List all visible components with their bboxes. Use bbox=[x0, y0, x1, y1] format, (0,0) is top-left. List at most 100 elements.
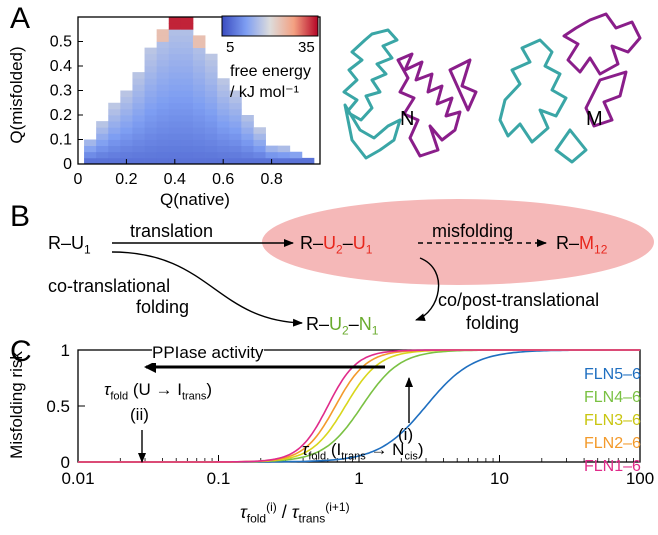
heatmap-cell bbox=[241, 151, 254, 159]
heatmap-cell bbox=[168, 151, 182, 159]
heatmap-cell bbox=[192, 72, 206, 79]
m-label: M bbox=[579, 233, 595, 253]
heatmap-cell bbox=[156, 35, 170, 42]
heatmap-cell bbox=[156, 72, 170, 79]
heatmap-cell bbox=[108, 157, 121, 165]
heatmap-cell bbox=[144, 72, 158, 79]
heatmap-cell bbox=[253, 151, 266, 159]
heatmap-cell bbox=[205, 145, 218, 153]
misfolding-label: misfolding bbox=[432, 221, 514, 241]
heatmap-cell bbox=[120, 121, 133, 128]
heatmap-cell bbox=[192, 139, 206, 147]
heatmap-cell bbox=[180, 35, 194, 42]
heatmap-cell bbox=[168, 66, 182, 73]
heatmap-cell bbox=[168, 121, 182, 128]
tau-i-label: τfold (Itrans → Ncis) bbox=[302, 440, 424, 463]
heatmap-cell bbox=[301, 157, 315, 165]
heatmap-cell bbox=[217, 121, 230, 128]
heatmap-cell bbox=[144, 102, 158, 110]
heatmap-ticks: 0 0.2 0.4 0.6 0.8 0 0.1 0.2 0.3 0.4 0.5 bbox=[50, 34, 283, 189]
heatmap-xtick-label: 0.6 bbox=[212, 171, 234, 188]
heatmap-cell bbox=[253, 157, 266, 165]
heatmap-cell bbox=[168, 108, 182, 116]
heatmap-cell bbox=[144, 78, 158, 85]
tau-i-sub2: cis bbox=[404, 450, 418, 463]
heatmap-cell bbox=[132, 115, 145, 122]
heatmap-cell bbox=[205, 133, 218, 140]
heatmap-cell bbox=[217, 84, 230, 91]
heatmap-cell bbox=[205, 157, 218, 165]
risk-xtick-label: 0.01 bbox=[61, 469, 94, 488]
xlabel-num-sup: (i) bbox=[266, 500, 277, 514]
risk-plot-curves bbox=[78, 349, 640, 463]
structure-m-label: M bbox=[586, 108, 603, 130]
heatmap-cell bbox=[156, 29, 170, 36]
heatmap-cell bbox=[241, 145, 254, 153]
heatmap-cell bbox=[180, 115, 194, 122]
translation-label: translation bbox=[130, 221, 214, 241]
heatmap-cell bbox=[277, 145, 291, 153]
heatmap-cell bbox=[156, 59, 170, 67]
heatmap-cell bbox=[156, 139, 170, 147]
co-post-translational-arrow bbox=[415, 257, 440, 321]
heatmap-cell bbox=[144, 151, 158, 159]
heatmap-cell bbox=[192, 84, 206, 91]
tau-i-text: (I bbox=[330, 440, 342, 459]
heatmap-cell bbox=[192, 66, 206, 73]
heatmap-cell bbox=[180, 127, 194, 134]
heatmap-cell bbox=[132, 133, 145, 140]
heatmap-cell bbox=[96, 127, 109, 134]
structure-n-label: N bbox=[400, 108, 414, 130]
heatmap-cell bbox=[180, 23, 194, 30]
heatmap-cell bbox=[253, 133, 266, 140]
heatmap-cell bbox=[144, 145, 158, 153]
heatmap-cell bbox=[84, 151, 97, 159]
risk-xtick-label: 0.1 bbox=[207, 469, 231, 488]
heatmap-cell bbox=[180, 102, 194, 110]
heatmap-cell bbox=[132, 72, 145, 79]
heatmap-cell bbox=[120, 127, 133, 134]
risk-plot-ticks: 0.01 0.1 1 10 100 0 0.5 1 bbox=[46, 341, 654, 488]
m-sub: 12 bbox=[594, 242, 608, 257]
heatmap-cell bbox=[84, 139, 97, 147]
risk-ytick-label: 1 bbox=[61, 341, 70, 360]
tau-u-text: (U → I bbox=[132, 380, 182, 399]
heatmap-cell bbox=[192, 96, 206, 104]
heatmap-cell bbox=[108, 145, 121, 153]
heatmap-cell bbox=[180, 41, 194, 49]
panel-b-letter: B bbox=[10, 200, 31, 233]
heatmap-cell bbox=[241, 121, 254, 128]
heatmap-cell bbox=[180, 84, 194, 91]
heatmap-cell bbox=[108, 108, 121, 116]
heatmap-cell bbox=[192, 121, 206, 128]
heatmap-cell bbox=[96, 157, 109, 165]
heatmap-cell bbox=[180, 78, 194, 85]
legend-fln1-6: FLN1–6 bbox=[584, 458, 641, 475]
heatmap-cell bbox=[132, 84, 145, 91]
heatmap-ytick-label: 0 bbox=[63, 156, 72, 173]
xlabel-den-sub: trans bbox=[298, 511, 326, 526]
heatmap-cell bbox=[241, 115, 254, 122]
tau-i-arrow-text: → N bbox=[370, 440, 405, 459]
heatmap-cell bbox=[192, 115, 206, 122]
heatmap-cell bbox=[180, 145, 194, 153]
heatmap-cell bbox=[253, 127, 266, 134]
heatmap-ytick-label: 0.4 bbox=[50, 58, 72, 75]
heatmap-cell bbox=[277, 157, 291, 165]
u2-sub: 2 bbox=[336, 242, 343, 257]
heatmap-cell bbox=[180, 96, 194, 104]
heatmap-cell bbox=[108, 127, 121, 134]
risk-ylabel: Misfolding risk bbox=[7, 351, 26, 459]
heatmap-cell bbox=[180, 59, 194, 67]
heatmap-cell bbox=[120, 90, 133, 98]
heatmap-cell bbox=[217, 115, 230, 122]
heatmap-cell bbox=[265, 145, 279, 153]
legend-fln2-6: FLN2–6 bbox=[584, 435, 641, 452]
heatmap-cell bbox=[205, 78, 218, 85]
heatmap-cell bbox=[168, 29, 182, 36]
heatmap-cell bbox=[217, 151, 230, 159]
heatmap-cell bbox=[168, 53, 182, 61]
heatmap-cell bbox=[205, 115, 218, 122]
heatmap-cell bbox=[192, 90, 206, 98]
heatmap-cell bbox=[241, 133, 254, 140]
